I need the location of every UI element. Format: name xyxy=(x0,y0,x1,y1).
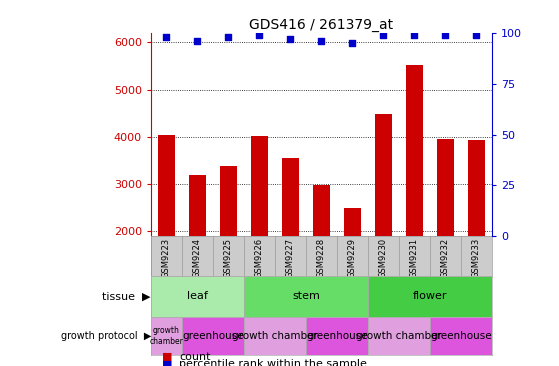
Text: ■: ■ xyxy=(162,359,173,366)
Text: greenhouse: greenhouse xyxy=(182,331,244,341)
Bar xyxy=(406,64,423,236)
Bar xyxy=(375,114,392,236)
Text: GSM9230: GSM9230 xyxy=(379,238,388,278)
Text: leaf: leaf xyxy=(187,291,208,302)
Point xyxy=(255,32,264,38)
Text: GSM9226: GSM9226 xyxy=(255,238,264,278)
Point xyxy=(379,32,388,38)
Point xyxy=(162,34,171,40)
Text: count: count xyxy=(179,352,210,362)
Point xyxy=(410,32,419,38)
Bar xyxy=(282,158,299,236)
Bar xyxy=(151,276,244,317)
Text: flower: flower xyxy=(413,291,447,302)
Text: percentile rank within the sample: percentile rank within the sample xyxy=(179,359,367,366)
Text: growth chamber: growth chamber xyxy=(356,331,442,341)
Bar xyxy=(368,276,492,317)
Text: GSM9233: GSM9233 xyxy=(472,238,481,278)
Bar xyxy=(344,208,361,236)
Bar xyxy=(158,135,175,236)
Text: GSM9225: GSM9225 xyxy=(224,238,233,278)
Text: growth protocol  ▶: growth protocol ▶ xyxy=(60,331,151,341)
Point xyxy=(348,40,357,46)
Point xyxy=(224,34,233,40)
Bar xyxy=(244,276,368,317)
Text: stem: stem xyxy=(292,291,320,302)
Bar xyxy=(220,166,237,236)
Text: GSM9224: GSM9224 xyxy=(193,238,202,278)
Bar xyxy=(430,317,492,355)
Bar xyxy=(182,317,244,355)
Bar xyxy=(313,184,330,236)
Bar xyxy=(437,139,454,236)
Bar xyxy=(189,175,206,236)
Bar xyxy=(151,317,182,355)
Point xyxy=(193,38,202,44)
Text: GSM9232: GSM9232 xyxy=(441,238,450,278)
Bar xyxy=(244,317,306,355)
Bar xyxy=(251,136,268,236)
Point xyxy=(441,32,450,38)
Text: tissue  ▶: tissue ▶ xyxy=(102,291,151,302)
Bar xyxy=(468,140,485,236)
Text: GSM9227: GSM9227 xyxy=(286,238,295,278)
Title: GDS416 / 261379_at: GDS416 / 261379_at xyxy=(249,18,394,32)
Text: GSM9223: GSM9223 xyxy=(162,238,171,278)
Text: growth chamber: growth chamber xyxy=(232,331,318,341)
Text: GSM9231: GSM9231 xyxy=(410,238,419,278)
Bar xyxy=(306,317,368,355)
Text: GSM9229: GSM9229 xyxy=(348,238,357,278)
Text: greenhouse: greenhouse xyxy=(306,331,368,341)
Bar xyxy=(368,317,430,355)
Text: growth
chamber: growth chamber xyxy=(149,326,183,346)
Point xyxy=(472,32,481,38)
Text: ■: ■ xyxy=(162,352,173,362)
Text: greenhouse: greenhouse xyxy=(430,331,492,341)
Point xyxy=(286,36,295,42)
Point xyxy=(317,38,326,44)
Text: GSM9228: GSM9228 xyxy=(317,238,326,278)
